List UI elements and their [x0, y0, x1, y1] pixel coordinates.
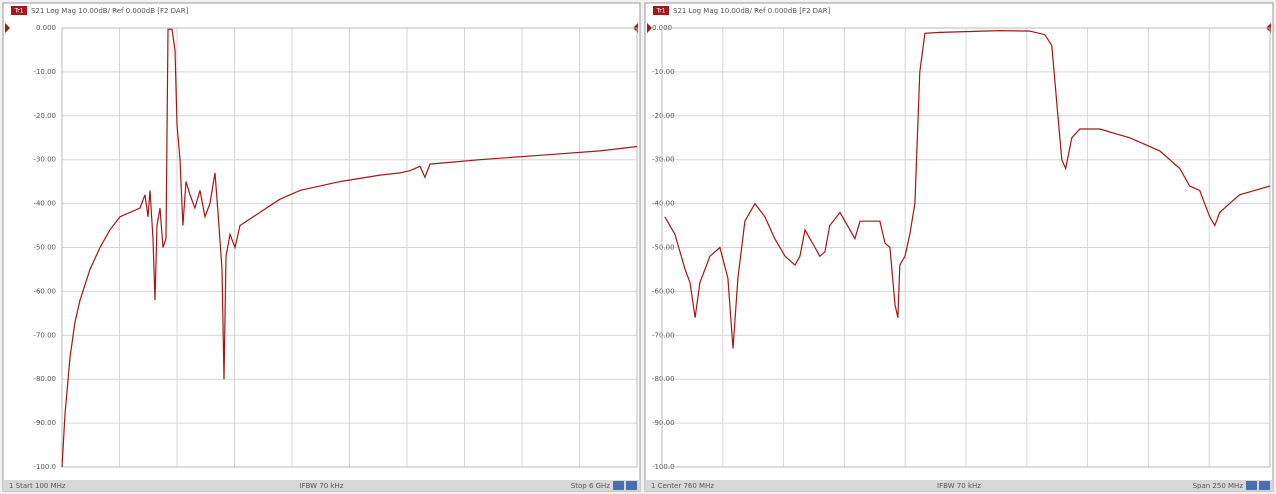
y-tick-label: -100.0: [33, 463, 56, 471]
y-tick-label: -20.00: [33, 112, 56, 120]
y-tick-label: -10.00: [652, 68, 675, 76]
y-tick-label: -90.00: [33, 419, 56, 427]
reference-marker: [5, 23, 10, 33]
status-text: Stop 6 GHz: [571, 482, 611, 490]
status-text: 1 Start 100 MHz: [9, 482, 66, 490]
status-icon: [613, 481, 624, 490]
status-bar: [3, 480, 640, 491]
status-icon: [1246, 481, 1257, 490]
y-tick-label: -30.00: [652, 156, 675, 164]
y-tick-label: -40.00: [33, 200, 56, 208]
status-text: IFBW 70 kHz: [300, 482, 344, 490]
y-tick-label: -90.00: [652, 419, 675, 427]
y-tick-label: -80.00: [652, 375, 675, 383]
trace-badge: Tr1: [655, 8, 665, 15]
y-tick-label: -60.00: [652, 287, 675, 295]
y-tick-label: -10.00: [33, 68, 56, 76]
y-tick-label: -70.00: [33, 331, 56, 339]
y-tick-label: -60.00: [33, 287, 56, 295]
plot-frame: [661, 27, 1271, 468]
trace-badge-bg: [653, 6, 669, 15]
y-tick-label: -40.00: [652, 200, 675, 208]
status-text: Span 250 MHz: [1193, 482, 1244, 490]
status-bar: [645, 480, 1273, 491]
y-tick-label: -80.00: [33, 375, 56, 383]
status-icon: [626, 481, 637, 490]
plot-frame: [61, 27, 638, 468]
trace-line: [61, 28, 638, 468]
reference-marker: [647, 23, 652, 33]
trace-title: S21 Log Mag 10.00dB/ Ref 0.000dB [F2 DAR…: [673, 7, 831, 15]
trace-line: [664, 29, 1271, 349]
trace-badge: Tr1: [13, 8, 23, 15]
trace-badge-bg: [11, 6, 27, 15]
y-tick-label: -30.00: [33, 156, 56, 164]
status-text: 1 Center 760 MHz: [651, 482, 714, 490]
trace-title: S21 Log Mag 10.00dB/ Ref 0.000dB [F2 DAR…: [31, 7, 189, 15]
status-text: IFBW 70 kHz: [937, 482, 981, 490]
y-tick-label: -50.00: [33, 244, 56, 252]
y-tick-label: -70.00: [652, 331, 675, 339]
y-tick-label: 0.000: [36, 24, 56, 32]
y-tick-label: -20.00: [652, 112, 675, 120]
status-icon: [1259, 481, 1270, 490]
y-tick-label: -50.00: [652, 244, 675, 252]
